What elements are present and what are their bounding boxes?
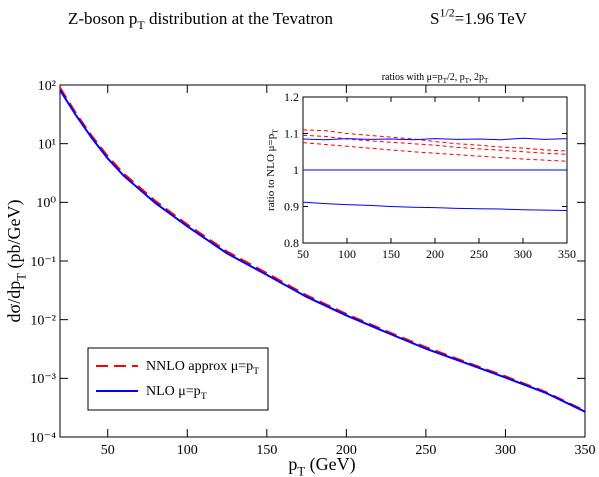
legend-label-part: T xyxy=(253,366,259,377)
inset-title-part: T xyxy=(484,77,489,85)
y-tick-label: 10⁰ xyxy=(36,196,56,211)
x-tick-label: 350 xyxy=(575,443,596,458)
series-line xyxy=(302,137,568,141)
y-tick-label: 1 xyxy=(293,163,299,177)
x-tick-label: 300 xyxy=(514,247,532,261)
x-axis-label-part: p xyxy=(288,454,297,474)
x-tick-label: 250 xyxy=(470,247,488,261)
x-tick-label: 350 xyxy=(558,247,576,261)
x-axis-label-part: T xyxy=(297,464,305,477)
x-tick-label: 150 xyxy=(256,443,277,458)
series-line xyxy=(59,87,586,412)
y-axis-label-part: T xyxy=(14,273,28,281)
inset-title-part: , 2p xyxy=(469,72,484,83)
x-tick-label: 50 xyxy=(297,247,309,261)
chart-title: Z-boson pT distribution at the Tevatron xyxy=(68,9,333,32)
legend-label-part: T xyxy=(201,391,207,402)
y-tick-label: 0.9 xyxy=(284,200,299,214)
inset-title: ratios with μ=pT/2, pT, 2pT xyxy=(382,72,489,85)
x-tick-label: 100 xyxy=(338,247,356,261)
inset-title-part: T xyxy=(443,77,448,85)
legend-label-part: NNLO approx μ=p xyxy=(146,359,253,374)
y-tick-label: 10⁻¹ xyxy=(30,255,56,270)
y-tick-label: 10⁻³ xyxy=(30,372,56,387)
inset-title-part: ratios with μ=p xyxy=(382,72,443,83)
x-tick-label: 100 xyxy=(177,443,198,458)
legend-label-part: NLO μ=p xyxy=(146,384,201,399)
inset-y-axis-label: ratio to NLO μ=pT xyxy=(265,129,279,211)
chart-title-part: Z-boson p xyxy=(68,9,137,28)
x-tick-label: 300 xyxy=(495,443,516,458)
legend-label: NNLO approx μ=pT xyxy=(146,359,259,377)
inset-y-axis-label-part: ratio to NLO μ=p xyxy=(265,133,277,211)
annotation-part: S xyxy=(430,9,439,28)
y-tick-label: 10⁻² xyxy=(30,314,56,329)
x-tick-label: 200 xyxy=(426,247,444,261)
series-line xyxy=(302,201,568,212)
annotation-part: =1.96 TeV xyxy=(455,9,528,28)
x-axis-label-part: (GeV) xyxy=(305,454,355,475)
series-line xyxy=(302,129,568,152)
chart-title-part: T xyxy=(137,18,145,32)
legend-box xyxy=(87,347,269,411)
chart-title-part: distribution at the Tevatron xyxy=(145,9,334,28)
y-axis-label-part: dσ/dp xyxy=(4,281,24,323)
series-line xyxy=(59,89,586,413)
y-tick-label: 1.2 xyxy=(284,90,299,104)
y-axis-label-part: (pb/GeV) xyxy=(4,200,25,273)
y-tick-label: 0.8 xyxy=(284,236,299,250)
annotation: S1/2=1.96 TeV xyxy=(430,5,528,28)
y-tick-label: 10² xyxy=(38,79,56,94)
inset-title-part: T xyxy=(465,77,470,85)
y-axis-label: dσ/dpT (pb/GeV) xyxy=(4,200,28,323)
y-tick-label: 10¹ xyxy=(38,138,56,153)
series-line xyxy=(302,142,568,162)
legend-label: NLO μ=pT xyxy=(146,384,207,402)
inset-title-part: /2, p xyxy=(447,72,465,83)
x-axis-label: pT (GeV) xyxy=(288,454,355,477)
inset-y-axis-label-part: T xyxy=(270,129,279,134)
y-tick-label: 10⁻⁴ xyxy=(30,431,56,446)
x-tick-label: 50 xyxy=(101,443,115,458)
annotation-part: 1/2 xyxy=(439,5,454,19)
x-tick-label: 200 xyxy=(336,443,357,458)
y-tick-label: 1.1 xyxy=(284,127,299,141)
x-tick-label: 150 xyxy=(382,247,400,261)
x-tick-label: 250 xyxy=(415,443,436,458)
